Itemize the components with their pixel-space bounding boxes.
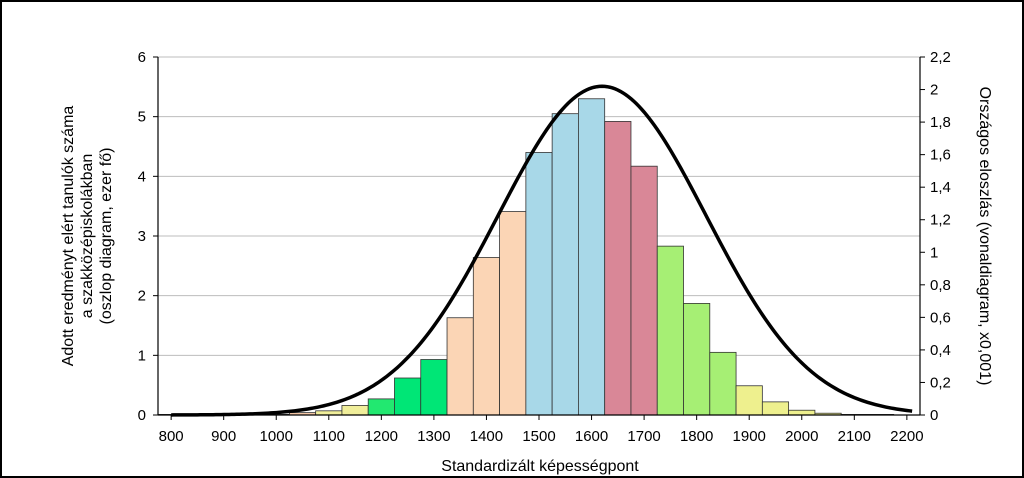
- y-right-tick-label: 1,2: [930, 212, 951, 229]
- x-tick-label: 1700: [627, 428, 660, 445]
- y-right-tick-label: 0,4: [930, 342, 951, 359]
- x-tick-label: 2000: [785, 428, 818, 445]
- x-tick-label: 2100: [838, 428, 871, 445]
- histogram-bar: [551, 113, 579, 416]
- y-right-tick-labels: 0 0,2 0,4 0,6 0,8 1 1,2 1,4 1,6 1,8 2 2,2: [920, 49, 951, 424]
- histogram-bar: [394, 377, 422, 416]
- y-right-tick-label: 0,2: [930, 374, 951, 391]
- histogram-bar: [761, 401, 790, 416]
- y-left-label-line-1: Adott eredményt elért tanulók száma: [60, 106, 77, 367]
- y-left-label-line-3: (oszlop diagram, ezer fő): [98, 148, 115, 325]
- y-right-tick-label: 0,8: [930, 277, 951, 294]
- x-tick-label: 1800: [680, 428, 713, 445]
- histogram-bar: [578, 98, 606, 416]
- y-left-tick-label: 2: [138, 288, 146, 305]
- x-tick-label: 1000: [260, 428, 293, 445]
- y-right-tick-label: 1,4: [930, 179, 951, 196]
- y-right-tick-label: 2,2: [930, 49, 951, 66]
- y-left-tick-label: 4: [138, 168, 146, 185]
- histogram-bar: [788, 409, 816, 416]
- x-tick-label: 1400: [470, 428, 503, 445]
- y-left-tick-label: 0: [138, 407, 146, 424]
- histogram-bar: [683, 303, 711, 416]
- y-right-tick-label: 1: [930, 244, 938, 261]
- x-tick-label: 900: [211, 428, 236, 445]
- x-tick-label: 1500: [522, 428, 555, 445]
- y-left-tick-label: 1: [138, 347, 146, 364]
- y-left-tick-labels: 0 1 2 3 4 5 6: [138, 49, 158, 424]
- histogram-bars: [157, 98, 895, 416]
- y-right-tick-label: 2: [930, 82, 938, 99]
- histogram-bar: [656, 245, 684, 416]
- histogram-bar: [525, 152, 553, 416]
- histogram-bar: [341, 405, 369, 416]
- histogram-bar: [604, 121, 632, 416]
- y-right-axis-label: Országos eloszlás (vonaldiagram, x0,001): [976, 87, 993, 386]
- histogram-bar: [735, 385, 763, 416]
- y-right-tick-label: 1,6: [930, 147, 951, 164]
- y-left-tick-label: 5: [138, 109, 146, 126]
- y-right-tick-label: 0: [930, 407, 938, 424]
- histogram-bar: [630, 165, 658, 416]
- x-tick-labels: 800 900 1000 1100 1200 1300 1400 1500 1600 1700 18…: [159, 415, 924, 445]
- y-right-tick-label: 1,8: [930, 114, 951, 131]
- x-tick-label: 1600: [575, 428, 608, 445]
- histogram-bar: [499, 211, 527, 416]
- distribution-curve: [171, 84, 913, 417]
- histogram-bar: [472, 257, 500, 416]
- x-axis-label: Standardizált képességpont: [441, 458, 639, 475]
- y-right-tick-label: 0,6: [930, 309, 951, 326]
- x-tick-label: 800: [159, 428, 184, 445]
- histogram-bar: [709, 351, 737, 416]
- y-left-axis-label: Adott eredményt elért tanulók száma a sz…: [60, 106, 115, 367]
- x-tick-label: 1900: [733, 428, 766, 445]
- y-left-tick-label: 6: [138, 49, 146, 66]
- x-tick-label: 2200: [890, 428, 923, 445]
- histogram-bar: [446, 317, 474, 416]
- x-tick-label: 1200: [365, 428, 398, 445]
- y-left-label-line-2: a szakközépiskolákban: [79, 154, 96, 319]
- histogram-bar: [315, 410, 343, 416]
- x-tick-label: 1300: [417, 428, 450, 445]
- histogram-bar: [367, 398, 395, 416]
- y-right-label: Országos eloszlás (vonaldiagram, x0,001): [976, 87, 993, 386]
- y-left-tick-label: 3: [138, 228, 146, 245]
- histogram-bar: [420, 359, 448, 416]
- x-tick-label: 1100: [313, 428, 345, 445]
